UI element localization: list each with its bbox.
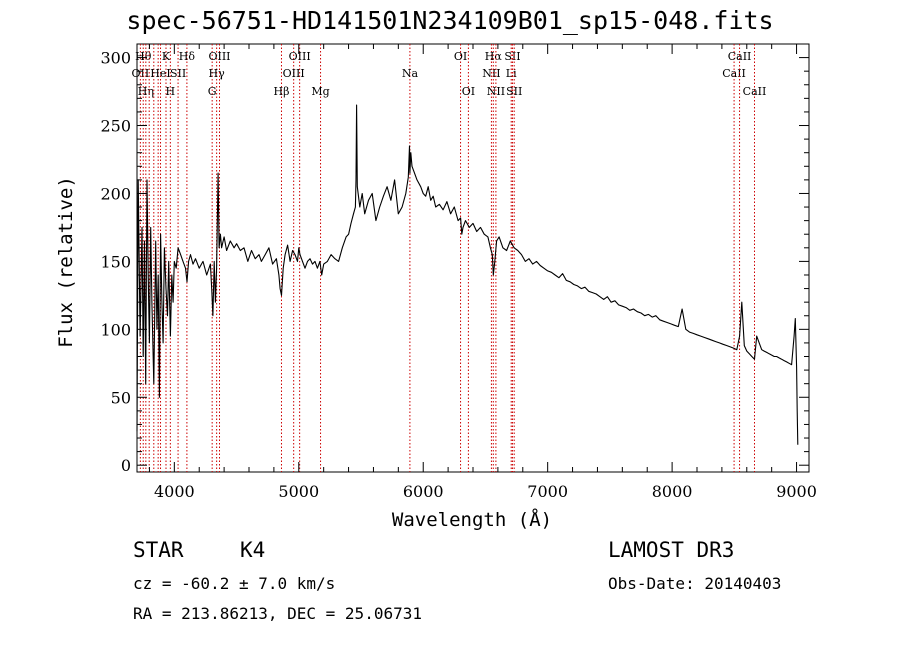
line-marker-label: NII <box>487 85 505 98</box>
line-marker-label: SII <box>506 85 522 98</box>
x-tick-label: 6000 <box>403 482 444 501</box>
observation-date: Obs-Date: 20140403 <box>608 574 782 593</box>
x-tick-label: 5000 <box>278 482 319 501</box>
line-marker-label: NII <box>482 67 500 80</box>
y-tick-label: 50 <box>111 388 131 407</box>
line-marker-label: K <box>162 50 171 63</box>
line-marker-label: G <box>208 85 217 98</box>
line-marker-label: Hθ <box>135 50 152 63</box>
x-tick-label: 4000 <box>154 482 195 501</box>
line-marker-label: Na <box>402 67 419 80</box>
line-marker-label: OII <box>132 67 150 80</box>
plot-frame <box>136 43 810 473</box>
y-tick-label: 100 <box>100 320 131 339</box>
y-tick-label: 0 <box>121 456 131 475</box>
line-marker-label: OIII <box>283 67 305 80</box>
line-marker-label: Li <box>506 67 517 80</box>
line-marker-label: Mg <box>311 85 329 98</box>
x-tick-label: 9000 <box>776 482 817 501</box>
x-tick-label: 8000 <box>652 482 693 501</box>
coordinates: RA = 213.86213, DEC = 25.06731 <box>133 604 422 623</box>
line-marker-label: CaII <box>722 67 746 80</box>
line-marker-label: Hβ <box>274 85 290 98</box>
y-tick-label: 200 <box>100 184 131 203</box>
y-tick-label: 150 <box>100 252 131 271</box>
line-marker-label: OIII <box>208 50 230 63</box>
series-flux-line <box>136 104 799 445</box>
x-tick-label: 7000 <box>527 482 568 501</box>
line-marker-label: Hδ <box>179 50 196 63</box>
redshift-cz: cz = -60.2 ± 7.0 km/s <box>133 574 336 593</box>
line-marker-label: OI <box>462 85 475 98</box>
line-marker-label: Hη <box>138 85 154 98</box>
line-marker-label: SII <box>504 50 520 63</box>
y-tick-label: 250 <box>100 117 131 136</box>
survey-name: LAMOST DR3 <box>608 538 735 562</box>
y-tick-label: 300 <box>100 49 131 68</box>
line-marker-label: Hα <box>485 50 503 63</box>
y-axis-label: Flux (relative) <box>55 176 77 348</box>
line-marker-label: CaII <box>743 85 767 98</box>
object-class: STAR <box>133 538 184 562</box>
line-marker-label: OI <box>454 50 467 63</box>
line-marker-label: HeI <box>150 67 170 80</box>
object-subclass: K4 <box>240 538 266 562</box>
chart-title: spec-56751-HD141501N234109B01_sp15-048.f… <box>126 6 774 35</box>
line-marker-label: OIII <box>289 50 311 63</box>
line-marker-label: CaII <box>728 50 752 63</box>
line-marker-label: SII <box>170 67 186 80</box>
line-marker-label: Hγ <box>209 67 226 80</box>
line-marker-label: H <box>166 85 176 98</box>
x-axis-label: Wavelength (Å) <box>391 509 553 531</box>
